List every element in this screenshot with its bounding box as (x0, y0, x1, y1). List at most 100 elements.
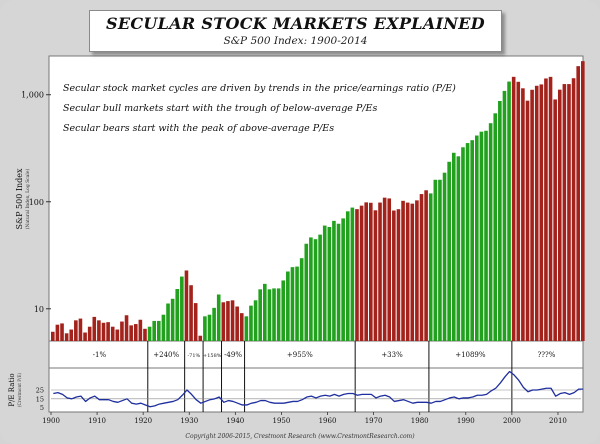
bar-1932 (198, 335, 203, 341)
bar-1954 (299, 258, 304, 341)
title-box: SECULAR STOCK MARKETS EXPLAINED S&P 500 … (89, 10, 502, 52)
bars-group (51, 61, 585, 342)
bar-1995 (488, 123, 493, 342)
bar-2007 (544, 78, 548, 341)
bar-1907 (83, 332, 87, 341)
bar-2001 (516, 81, 521, 342)
bar-1917 (129, 325, 133, 341)
bar-2000 (511, 76, 516, 341)
bar-2005 (534, 85, 539, 341)
bar-1943 (249, 305, 253, 341)
bar-1901 (55, 324, 60, 341)
bar-1944 (253, 300, 258, 341)
bar-1960 (327, 226, 332, 341)
bar-1966 (355, 209, 359, 341)
pe-axis-subtitle: (Crestmont P/E) (17, 373, 22, 408)
bar-1990 (465, 143, 470, 341)
bar-1921 (147, 326, 152, 341)
bar-2010 (557, 89, 562, 342)
regime-label-1942: +955% (287, 351, 313, 359)
bar-1996 (493, 113, 498, 341)
y-tick-label-10: 10 (34, 305, 44, 314)
bar-1946 (263, 283, 267, 341)
bar-1934 (207, 314, 212, 341)
bar-1908 (87, 326, 92, 341)
bar-1986 (447, 161, 451, 341)
bar-1919 (138, 319, 143, 341)
bar-1925 (166, 303, 170, 341)
bar-1937 (221, 302, 226, 341)
bar-1924 (161, 314, 166, 341)
bar-1909 (92, 316, 97, 341)
bar-1975 (396, 209, 401, 341)
bar-1967 (359, 205, 364, 341)
bar-1978 (410, 203, 415, 341)
bar-1911 (101, 322, 106, 341)
bar-1961 (332, 220, 336, 341)
bar-2011 (562, 84, 567, 341)
bar-1933 (203, 316, 207, 341)
bar-1991 (470, 140, 474, 341)
bar-1951 (286, 271, 290, 341)
x-axis-ticks: 1900 1910 1920 1930 1940 1950 1960 1970 1980 1990… (42, 412, 567, 425)
bar-1959 (322, 225, 327, 341)
regime-label-1900: -1% (93, 351, 107, 359)
bar-1900 (51, 331, 55, 341)
bar-1949 (276, 288, 281, 341)
pe-line-group (53, 370, 584, 408)
bar-2004 (530, 89, 534, 341)
bar-2012 (567, 84, 571, 341)
bar-1953 (295, 266, 299, 341)
chart-subtitle: S&P 500 Index: 1900-2014 (223, 35, 368, 47)
bar-2002 (521, 88, 525, 341)
bar-1979 (415, 200, 419, 341)
bar-2009 (553, 99, 557, 341)
bar-1997 (498, 101, 502, 341)
bar-1972 (382, 197, 387, 341)
bar-2006 (539, 84, 544, 341)
bar-2014 (576, 66, 580, 341)
bar-1915 (120, 321, 124, 341)
bar-1916 (124, 315, 129, 341)
bar-1971 (378, 202, 382, 341)
chart-title: SECULAR STOCK MARKETS EXPLAINED (106, 14, 485, 33)
bar-1952 (290, 267, 295, 341)
bar-1989 (461, 147, 465, 341)
pe-tick-label-15: 15 (36, 395, 44, 403)
bar-1905 (74, 320, 78, 341)
copyright-text: Copyright 2006-2015, Crestmont Research … (185, 433, 415, 440)
bar-1913 (110, 326, 115, 341)
x-tick-label-1980: 1980 (411, 417, 429, 425)
bar-1918 (133, 324, 138, 341)
bar-1904 (69, 329, 74, 341)
bar-1928 (180, 276, 184, 341)
bar-1962 (336, 223, 341, 341)
regime-strip-background (48, 340, 584, 369)
bar-1994 (484, 130, 488, 341)
bar-1945 (258, 289, 262, 341)
bar-1957 (313, 239, 318, 341)
bar-1982 (428, 193, 433, 341)
regime-label-1921: +240% (153, 351, 179, 359)
bar-1981 (424, 190, 428, 341)
pe-tick-label-25: 25 (36, 387, 44, 395)
regime-label-1982: +1089% (455, 351, 486, 359)
bar-1964 (345, 211, 350, 341)
bar-1927 (175, 289, 180, 341)
annotation-1: Secular stock market cycles are driven b… (63, 83, 456, 94)
bar-2008 (548, 76, 553, 342)
x-tick-label-1970: 1970 (365, 417, 383, 425)
y-axis-title: S&P 500 Index (15, 168, 24, 230)
x-tick-label-2000: 2000 (503, 417, 521, 425)
bar-1929 (184, 270, 189, 341)
x-tick-label-1930: 1930 (180, 417, 198, 425)
y-axis-label: S&P 500 Index (Natural Index, Log Scale) (15, 168, 31, 230)
x-tick-label-1990: 1990 (457, 417, 475, 425)
bar-1910 (97, 320, 101, 341)
bar-1956 (309, 237, 313, 341)
bar-1914 (115, 329, 120, 341)
bar-1980 (419, 194, 424, 341)
bar-1931 (193, 303, 198, 341)
bar-1963 (341, 218, 345, 341)
